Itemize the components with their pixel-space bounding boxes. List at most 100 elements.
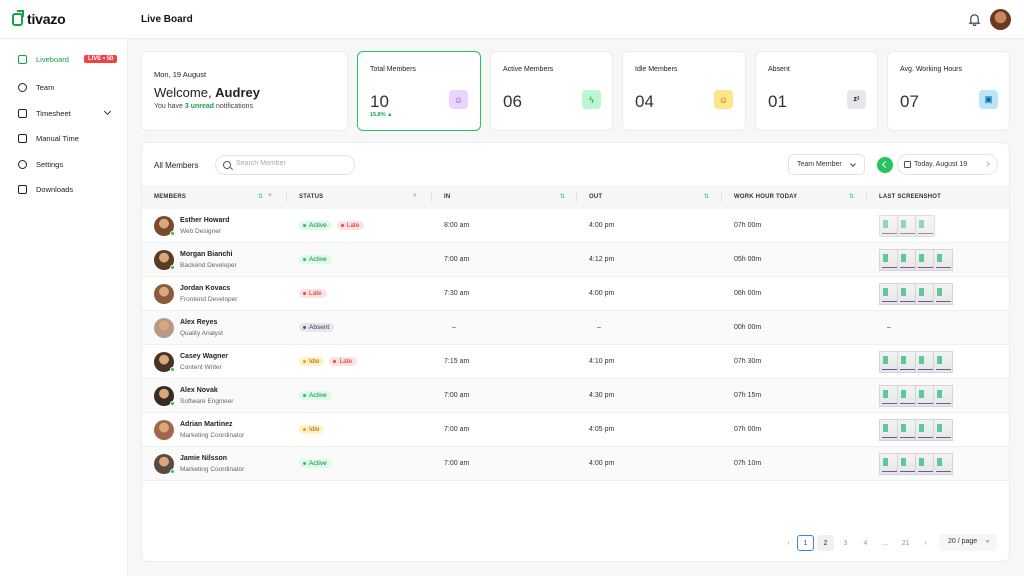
previous-day-button[interactable] <box>877 157 893 173</box>
table-row[interactable]: Jordan Kovacs Frontend Developer Late 7:30 … <box>142 277 1009 311</box>
time-in: 7:30 am <box>444 290 470 297</box>
col-out[interactable]: OUT <box>589 194 603 200</box>
screenshot-thumbnail[interactable] <box>915 351 935 373</box>
stat-card-avg-working-hours[interactable]: Avg. Working Hours 07 ▣ <box>887 51 1010 131</box>
screenshot-thumbnail[interactable] <box>933 351 953 373</box>
screenshot-thumbnail[interactable] <box>897 351 917 373</box>
page-2[interactable]: 2 <box>817 535 834 551</box>
unread-link[interactable]: 3 unread <box>184 103 215 110</box>
screenshot-thumbnail[interactable] <box>915 419 935 441</box>
screenshot-thumbnails[interactable] <box>879 215 955 237</box>
member-name[interactable]: Alex Reyes <box>180 319 218 326</box>
col-work-hour[interactable]: WORK HOUR TODAY <box>734 194 798 200</box>
sidebar-item-label: Downloads <box>36 184 74 194</box>
screenshot-thumbnails[interactable] <box>879 249 955 271</box>
sort-icon[interactable]: ⇅ <box>258 194 264 200</box>
team-member-select[interactable]: Team Member <box>788 154 865 175</box>
table-row[interactable]: Alex Reyes Quality Analyst Absent – – 00h 00m… <box>142 311 1009 345</box>
screenshot-thumbnail[interactable] <box>897 453 917 475</box>
user-avatar[interactable] <box>990 9 1011 30</box>
member-name[interactable]: Alex Novak <box>180 387 218 394</box>
screenshot-thumbnail[interactable] <box>897 419 917 441</box>
per-page-select[interactable]: 20 / page <box>939 534 997 551</box>
next-day-button[interactable] <box>984 161 990 167</box>
filter-icon[interactable]: ▼ <box>267 193 273 199</box>
screenshot-thumbnails[interactable] <box>879 351 955 373</box>
welcome-heading: Welcome, Audrey <box>154 85 260 100</box>
search-box[interactable] <box>215 155 355 175</box>
member-name[interactable]: Jamie Nilsson <box>180 455 228 462</box>
screenshot-thumbnail[interactable] <box>933 453 953 475</box>
screenshot-thumbnail[interactable] <box>879 385 899 407</box>
table-row[interactable]: Jamie Nilsson Marketing Coordinator Active… <box>142 447 1009 481</box>
sidebar-item-settings[interactable]: Settings <box>18 157 122 171</box>
member-role: Backend Developer <box>180 262 237 269</box>
sidebar-item-team[interactable]: Team <box>18 80 122 94</box>
page-4[interactable]: 4 <box>863 539 868 547</box>
search-input[interactable] <box>236 160 346 167</box>
sort-icon[interactable]: ⇅ <box>560 194 566 200</box>
member-name[interactable]: Adrian Martinez <box>180 421 233 428</box>
col-last-screenshot[interactable]: LAST SCREENSHOT <box>879 194 942 200</box>
screenshot-thumbnail[interactable] <box>915 215 935 237</box>
page-ellipsis: ... <box>882 539 889 547</box>
table-row[interactable]: Morgan Bianchi Backend Developer Active 7:0… <box>142 243 1009 277</box>
bell-icon[interactable] <box>968 12 981 26</box>
stat-card-total-members[interactable]: Total Members 10 15.8% ▲ ☺ <box>357 51 481 131</box>
page-3[interactable]: 3 <box>843 539 848 547</box>
screenshot-thumbnail[interactable] <box>897 283 917 305</box>
screenshot-thumbnail[interactable] <box>915 249 935 271</box>
screenshot-thumbnail[interactable] <box>879 453 899 475</box>
table-row[interactable]: Esther Howard Web Designer Active Late 8:00 … <box>142 209 1009 243</box>
screenshot-thumbnail[interactable] <box>915 453 935 475</box>
screenshot-thumbnails[interactable] <box>879 385 955 407</box>
col-in[interactable]: IN <box>444 194 451 200</box>
stat-card-active-members[interactable]: Active Members 06 ϟ <box>490 51 613 131</box>
stat-label: Absent <box>768 66 790 73</box>
col-status[interactable]: STATUS <box>299 194 324 200</box>
page-21[interactable]: 21 <box>901 539 910 547</box>
screenshot-thumbnail[interactable] <box>897 215 917 237</box>
screenshot-thumbnail[interactable] <box>933 249 953 271</box>
screenshot-thumbnail[interactable] <box>915 283 935 305</box>
date-picker[interactable]: Today, August 19 <box>897 154 998 175</box>
table-row[interactable]: Alex Novak Software Engineer Active 7:00 am… <box>142 379 1009 413</box>
screenshot-thumbnail[interactable] <box>879 419 899 441</box>
screenshot-thumbnails[interactable] <box>879 283 955 305</box>
sidebar-item-timesheet[interactable]: Timesheet <box>18 106 122 120</box>
status-badges: Idle Late <box>299 357 358 366</box>
table-row[interactable]: Adrian Martinez Marketing Coordinator Idle… <box>142 413 1009 447</box>
table-row[interactable]: Casey Wagner Content Writer Idle Late 7:15 a… <box>142 345 1009 379</box>
screenshot-thumbnail[interactable] <box>879 283 899 305</box>
screenshot-thumbnail[interactable] <box>933 283 953 305</box>
status-dot-icon <box>303 292 306 295</box>
screenshot-thumbnail[interactable] <box>879 215 899 237</box>
col-members[interactable]: MEMBERS <box>154 194 187 200</box>
next-page-button[interactable]: › <box>924 539 927 547</box>
screenshot-thumbnails[interactable] <box>879 419 955 441</box>
stat-card-absent[interactable]: Absent 01 zᶻ <box>755 51 878 131</box>
stat-card-idle-members[interactable]: Idle Members 04 ☺ <box>622 51 746 131</box>
screenshot-thumbnails[interactable] <box>879 453 955 475</box>
screenshot-thumbnail[interactable] <box>879 249 899 271</box>
screenshot-thumbnail[interactable] <box>933 419 953 441</box>
screenshot-thumbnail[interactable] <box>879 351 899 373</box>
sidebar-item-manual-time[interactable]: Manual Time <box>18 131 122 145</box>
screenshot-thumbnail[interactable] <box>915 385 935 407</box>
chevron-down-icon[interactable] <box>103 107 112 116</box>
sidebar-item-liveboard[interactable]: Liveboard LIVE • 50 <box>18 52 122 66</box>
sort-icon[interactable]: ⇅ <box>704 194 710 200</box>
filter-icon[interactable]: ▼ <box>412 193 418 199</box>
sidebar-item-downloads[interactable]: Downloads <box>18 182 122 196</box>
screenshot-thumbnail[interactable] <box>897 249 917 271</box>
brand-logo[interactable]: tivazo <box>12 9 66 27</box>
member-name[interactable]: Morgan Bianchi <box>180 251 233 258</box>
sort-icon[interactable]: ⇅ <box>849 194 855 200</box>
member-name[interactable]: Jordan Kovacs <box>180 285 231 292</box>
screenshot-thumbnail[interactable] <box>933 385 953 407</box>
page-1[interactable]: 1 <box>797 535 814 551</box>
member-name[interactable]: Casey Wagner <box>180 353 228 360</box>
member-name[interactable]: Esther Howard <box>180 217 230 224</box>
prev-page-button[interactable]: ‹ <box>787 539 790 547</box>
screenshot-thumbnail[interactable] <box>897 385 917 407</box>
